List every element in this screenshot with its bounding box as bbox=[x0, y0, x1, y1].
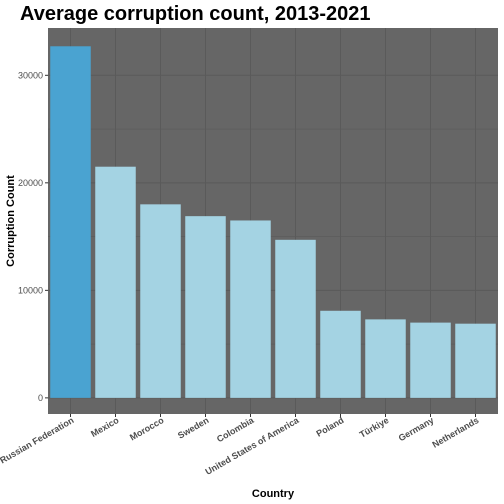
y-axis-ticks: 0 10000 20000 30000 bbox=[18, 70, 48, 403]
x-tick-label: Morocco bbox=[128, 415, 166, 443]
chart-title: Average corruption count, 2013-2021 bbox=[20, 3, 371, 25]
bar-netherlands bbox=[455, 323, 496, 398]
bar-t-rkiye bbox=[365, 319, 406, 398]
y-axis-label: Corruption Count bbox=[5, 175, 17, 267]
x-tick-label: Colombia bbox=[215, 415, 256, 445]
bar-united-states-of-america bbox=[275, 239, 316, 398]
y-tick-label: 20000 bbox=[18, 178, 43, 188]
y-tick-label: 0 bbox=[38, 393, 43, 403]
x-tick-label: Sweden bbox=[176, 415, 210, 441]
bars bbox=[50, 46, 496, 398]
bar-germany bbox=[410, 322, 451, 398]
x-axis-label: Country bbox=[252, 488, 295, 500]
bar-colombia bbox=[230, 220, 271, 398]
bar-morocco bbox=[140, 204, 181, 398]
x-tick-label: Netherlands bbox=[430, 415, 480, 450]
bar-poland bbox=[320, 310, 361, 398]
x-tick-label: Germany bbox=[397, 415, 436, 443]
x-tick-label: Türkiye bbox=[358, 415, 391, 440]
y-tick-label: 30000 bbox=[18, 70, 43, 80]
bar-russian-federation bbox=[50, 46, 91, 398]
bar-sweden bbox=[185, 216, 226, 398]
x-tick-label: Mexico bbox=[89, 415, 121, 439]
x-tick-label: Russian Federation bbox=[0, 415, 76, 465]
bar-mexico bbox=[95, 166, 136, 398]
x-tick-label: Poland bbox=[315, 415, 346, 439]
x-axis-ticks: Russian Federation Mexico Morocco Sweden Col… bbox=[0, 414, 481, 477]
y-tick-label: 10000 bbox=[18, 285, 43, 295]
